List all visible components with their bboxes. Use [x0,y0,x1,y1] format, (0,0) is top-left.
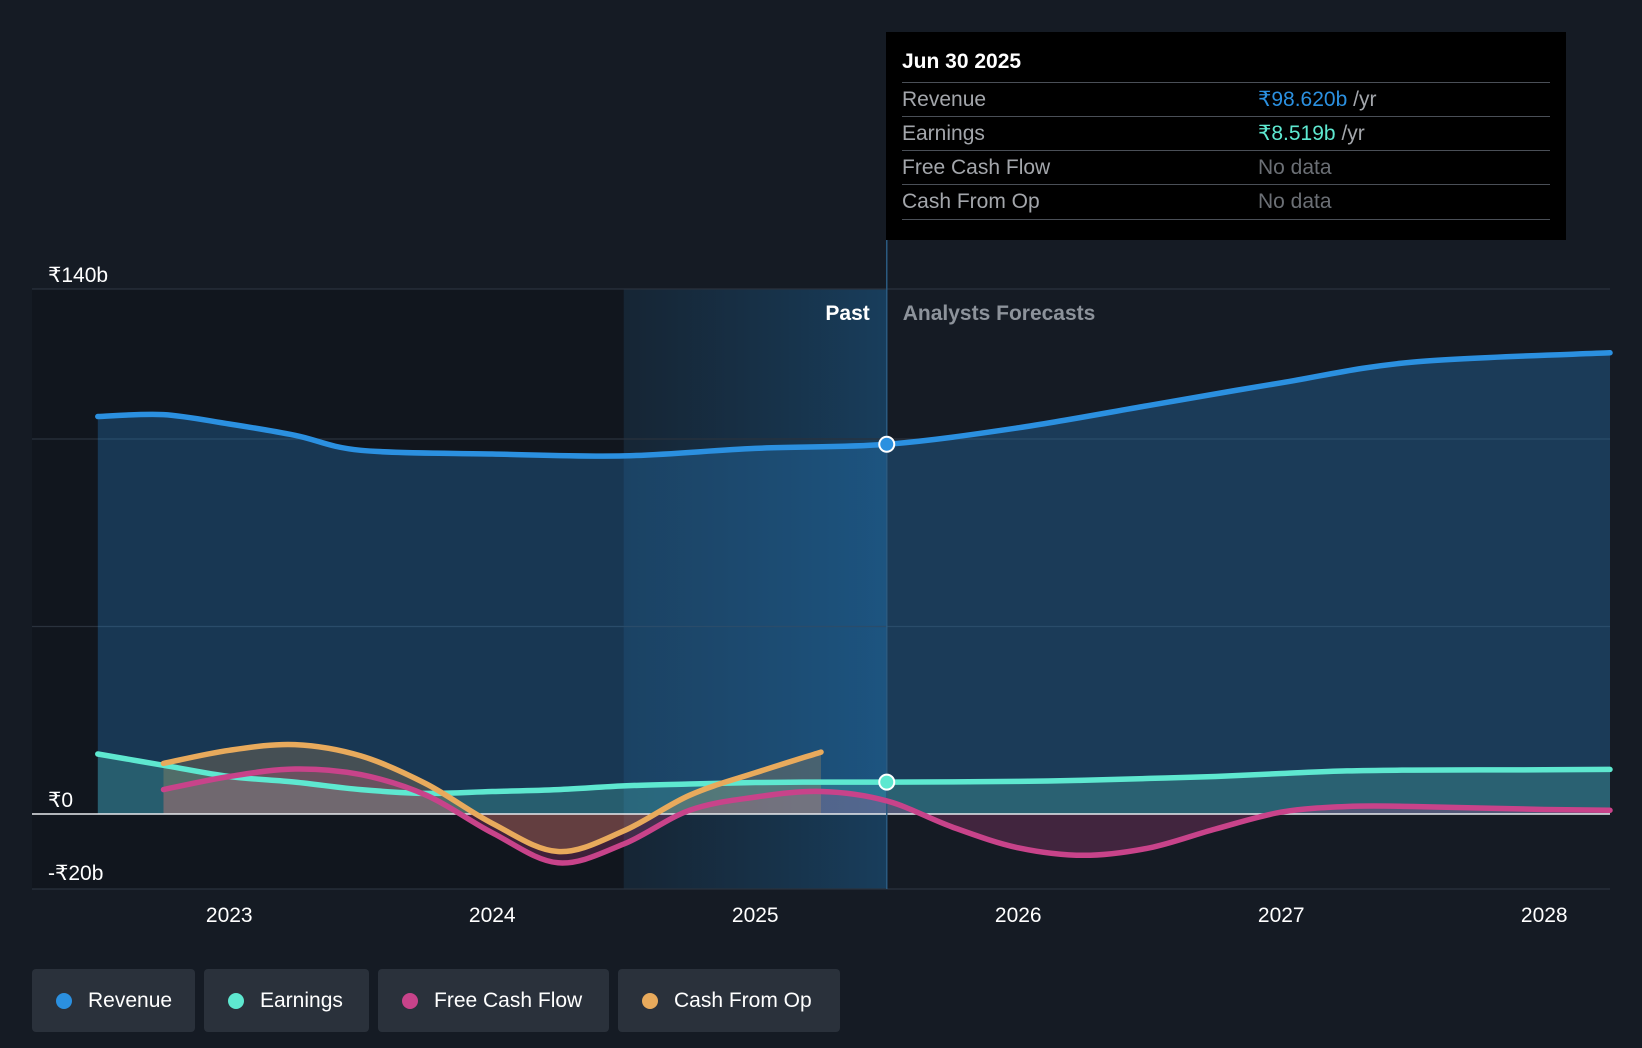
y-tick-label: ₹0 [48,789,73,812]
x-tick-label: 2024 [469,904,516,927]
legend-label: Free Cash Flow [434,988,583,1012]
legend-dot-icon [642,992,658,1009]
tooltip: Jun 30 2025 Revenue ₹98.620b /yr Earning… [886,32,1566,240]
earnings-value: ₹8.519b [1258,122,1336,145]
revenue-marker[interactable] [878,435,896,453]
legend-earnings[interactable]: Earnings [204,969,369,1032]
revenue-unit: /yr [1353,88,1377,111]
tooltip-label: Revenue [902,88,987,111]
free-cash-flow-line [160,766,1613,866]
x-tick-label: 2027 [1258,904,1305,927]
legend-dot-icon [228,992,244,1009]
legend-free-cash-flow[interactable]: Free Cash Flow [378,969,609,1032]
axis-labels: ₹140b ₹0 -₹20b 2023 2024 2025 2026 2027 2028 [48,264,1568,927]
tooltip-label: Earnings [902,122,985,145]
tooltip-value: ₹98.620b /yr [1258,83,1376,117]
legend-label: Cash From Op [674,988,812,1012]
y-tick-label: ₹140b [48,264,108,287]
tooltip-row-cfo: Cash From Op No data [902,184,1550,220]
tooltip-date: Jun 30 2025 [902,50,1022,73]
tooltip-value: No data [1258,156,1332,179]
legend-dot-icon [56,992,72,1009]
x-tick-label: 2025 [732,904,779,927]
forecast-label: Analysts Forecasts [903,302,1096,325]
cash-from-op-line [160,741,824,855]
past-shaded-region [623,289,887,889]
revenue-line [95,350,1613,459]
x-tick-label: 2023 [206,904,253,927]
legend-revenue[interactable]: Revenue [32,969,195,1032]
tooltip-row-earnings: Earnings ₹8.519b /yr [902,116,1550,151]
tooltip-value: No data [1258,190,1332,213]
earnings-line [95,751,1613,797]
legend-label: Earnings [260,988,343,1012]
series-markers [878,435,896,791]
revenue-value: ₹98.620b [1258,88,1348,111]
past-label: Past [825,302,869,325]
series-lines [95,350,1613,866]
legend-label: Revenue [88,988,173,1012]
gridlines [32,288,1610,890]
x-tick-label: 2028 [1521,904,1568,927]
tooltip-row-revenue: Revenue ₹98.620b /yr [902,82,1550,117]
x-tick-label: 2026 [995,904,1042,927]
legend-cash-from-op[interactable]: Cash From Op [618,969,840,1032]
tooltip-row-fcf: Free Cash Flow No data [902,150,1550,185]
tooltip-value: ₹8.519b /yr [1258,117,1365,151]
tooltip-label: Free Cash Flow [902,156,1051,179]
legend-dot-icon [402,992,418,1009]
y-tick-label: -₹20b [48,862,103,885]
tooltip-label: Cash From Op [902,190,1040,213]
earnings-marker[interactable] [878,773,896,791]
revenue-area [97,352,1610,814]
earnings-unit: /yr [1341,122,1365,145]
